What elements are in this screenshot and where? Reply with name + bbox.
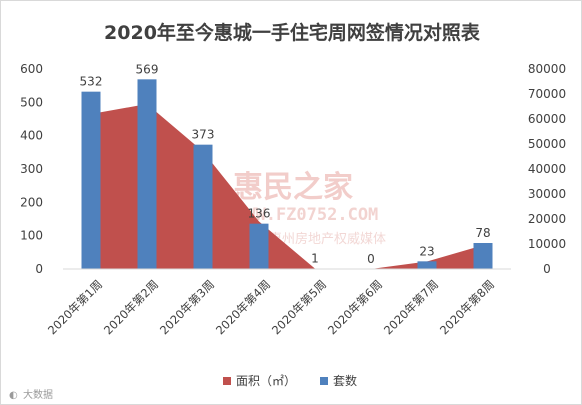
y-right-tick-label: 80000 bbox=[528, 62, 566, 76]
bar-1 bbox=[81, 91, 101, 270]
legend-swatch-count bbox=[320, 377, 328, 385]
data-label-3: 373 bbox=[192, 128, 215, 142]
x-tick-label: 2020年第5周 bbox=[269, 277, 329, 337]
x-tick-label: 2020年第6周 bbox=[325, 277, 385, 337]
x-tick-label: 2020年第2周 bbox=[101, 277, 161, 337]
data-label-7: 23 bbox=[419, 244, 434, 258]
bar-2 bbox=[137, 79, 157, 269]
credit: ◐ 大数据 bbox=[9, 388, 53, 401]
y-right-tick-label: 40000 bbox=[528, 162, 566, 176]
y-left-tick-label: 600 bbox=[20, 62, 43, 76]
y-left-tick-label: 0 bbox=[35, 262, 43, 276]
bar-8 bbox=[473, 243, 493, 269]
data-label-8: 78 bbox=[475, 226, 490, 240]
weibo-icon: ◐ bbox=[9, 390, 18, 401]
watermark-url: WWW.FZ0752.COM bbox=[235, 205, 378, 225]
y-right-tick-label: 60000 bbox=[528, 112, 566, 126]
data-label-5: 1 bbox=[311, 252, 319, 266]
y-right-tick-label: 50000 bbox=[528, 137, 566, 151]
y-right-tick-label: 0 bbox=[543, 262, 551, 276]
y-left-tick-label: 200 bbox=[20, 195, 43, 209]
y-right-tick-label: 30000 bbox=[528, 187, 566, 201]
y-left-tick-label: 100 bbox=[20, 229, 43, 243]
data-label-1: 532 bbox=[80, 75, 103, 89]
data-label-4: 136 bbox=[248, 207, 271, 221]
legend: 面积（㎡） 套数 bbox=[223, 373, 357, 388]
legend-swatch-area bbox=[223, 377, 231, 385]
x-tick-label: 2020年第8周 bbox=[437, 277, 497, 337]
data-label-2: 569 bbox=[136, 62, 159, 76]
y-left-tick-label: 400 bbox=[20, 129, 43, 143]
y-left-tick-label: 500 bbox=[20, 95, 43, 109]
x-tick-label: 2020年第3周 bbox=[157, 277, 217, 337]
y-left-tick-label: 300 bbox=[20, 162, 43, 176]
data-label-6: 0 bbox=[367, 252, 375, 266]
bar-4 bbox=[249, 223, 269, 269]
bar-3 bbox=[193, 144, 213, 269]
chart-title: 2020年至今惠城一手住宅周网签情况对照表 bbox=[104, 21, 481, 44]
watermark-brand: 惠民之家 bbox=[233, 170, 353, 205]
y-right-tick-label: 10000 bbox=[528, 237, 566, 251]
x-tick-label: 2020年第4周 bbox=[213, 277, 273, 337]
legend-label-area: 面积（㎡） bbox=[236, 374, 296, 388]
y-right-tick-label: 70000 bbox=[528, 87, 566, 101]
x-tick-label: 2020年第1周 bbox=[45, 277, 105, 337]
area-series-面积 bbox=[91, 104, 483, 269]
legend-label-count: 套数 bbox=[333, 373, 357, 388]
y-right-tick-label: 20000 bbox=[528, 212, 566, 226]
bar-7 bbox=[417, 261, 437, 269]
watermark: 惠民之家 WWW.FZ0752.COM 惠州房地产权威媒体 bbox=[160, 170, 386, 247]
credit-text: 大数据 bbox=[23, 388, 53, 401]
x-tick-label: 2020年第7周 bbox=[381, 277, 441, 337]
watermark-slogan: 惠州房地产权威媒体 bbox=[269, 231, 386, 247]
